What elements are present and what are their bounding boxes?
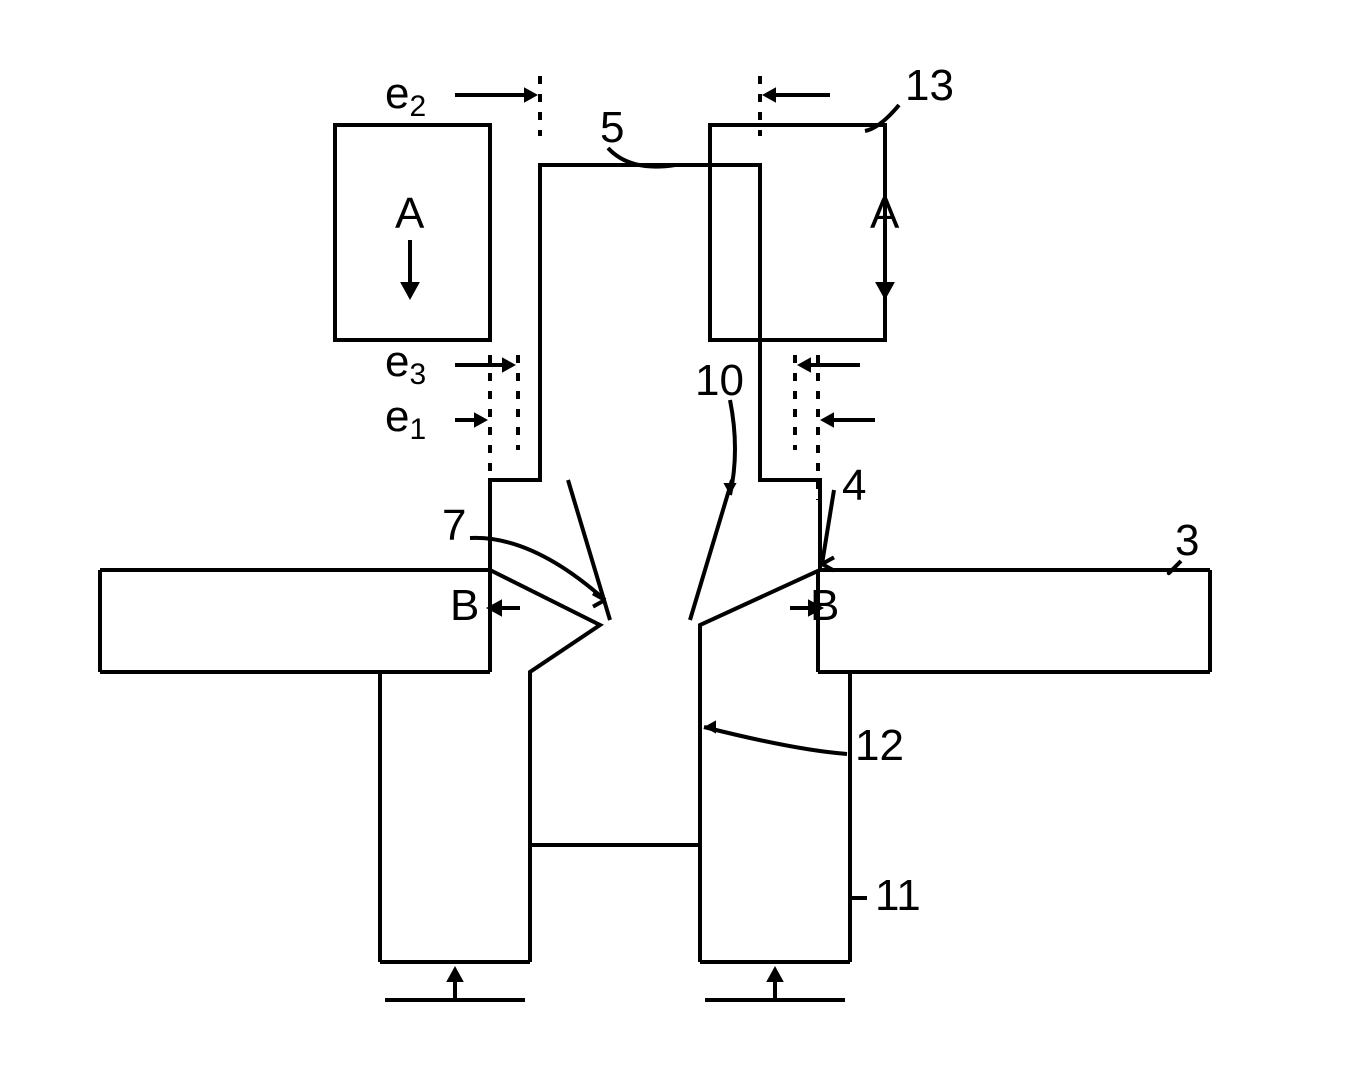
svg-text:A: A [870,189,900,238]
svg-text:e1: e1 [385,392,426,446]
svg-text:5: 5 [600,103,624,152]
svg-text:A: A [395,189,425,238]
svg-text:13: 13 [905,61,954,110]
svg-text:10: 10 [695,356,744,405]
svg-text:7: 7 [442,501,466,550]
svg-text:B: B [810,581,839,630]
svg-text:e2: e2 [385,69,426,123]
svg-text:B: B [450,581,479,630]
svg-text:12: 12 [855,721,904,770]
svg-text:e3: e3 [385,337,426,391]
svg-text:4: 4 [842,461,866,510]
svg-text:3: 3 [1175,516,1199,565]
svg-text:11: 11 [875,871,921,920]
